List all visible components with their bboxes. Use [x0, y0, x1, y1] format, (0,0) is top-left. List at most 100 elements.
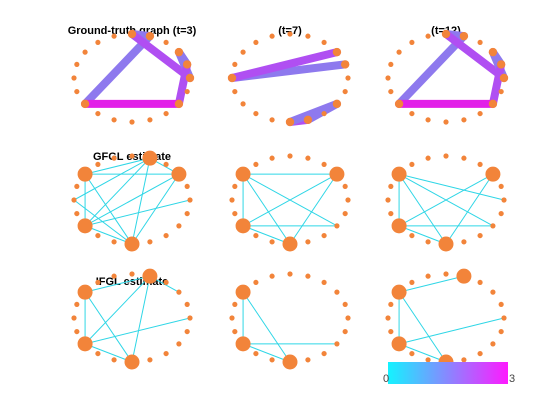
graph-node-large: [235, 336, 251, 352]
estimate-edge: [398, 173, 505, 201]
graph-node-large: [142, 268, 158, 284]
graph-node: [345, 315, 351, 321]
graph-node-large: [145, 31, 155, 41]
estimate-edge: [84, 343, 133, 363]
graph-node: [425, 155, 431, 161]
graph-node: [232, 210, 238, 217]
graph-node: [229, 315, 235, 321]
graph-node: [187, 197, 193, 203]
graph-node: [498, 328, 504, 335]
estimate-edge: [84, 157, 151, 227]
graph-node: [147, 239, 153, 245]
graph-node: [147, 357, 153, 363]
graph-node: [345, 197, 351, 203]
graph-node: [240, 49, 246, 55]
graph-node-large: [329, 166, 345, 182]
graph-node: [184, 328, 190, 335]
graph-panel-p22: [229, 153, 351, 252]
graph-node: [253, 39, 259, 46]
graph-node: [409, 279, 415, 286]
graph-node: [269, 239, 275, 245]
graph-node-large: [185, 73, 195, 83]
estimate-edge: [84, 199, 191, 227]
graph-node: [95, 110, 101, 117]
graph-node: [74, 328, 80, 335]
graph-node-large: [285, 117, 295, 127]
colorbar-tick-max: 3: [509, 373, 515, 385]
estimate-edge: [131, 173, 180, 245]
graph-node: [147, 117, 153, 123]
graph-node: [111, 155, 117, 161]
estimate-edge: [84, 173, 133, 245]
estimate-edge: [73, 199, 133, 245]
graph-node: [184, 210, 190, 217]
estimate-edge: [84, 275, 151, 293]
graph-panel-p21: [71, 150, 193, 252]
graph-node: [253, 279, 259, 286]
graph-node-large: [391, 166, 407, 182]
graph-node: [163, 350, 169, 357]
graph-node-large: [282, 236, 298, 252]
graph-node: [321, 39, 327, 46]
graph-node: [461, 239, 467, 245]
graph-node: [163, 161, 169, 168]
graph-node: [501, 315, 507, 321]
graph-node: [345, 75, 351, 81]
estimate-edge: [131, 276, 151, 363]
graph-node: [287, 271, 293, 277]
graph-node: [95, 232, 101, 239]
graph-node: [321, 161, 327, 168]
estimate-edge: [84, 157, 151, 175]
graph-panel-p31: [71, 268, 193, 370]
estimate-edge: [242, 173, 291, 245]
graph-node: [129, 153, 135, 159]
estimate-edge: [242, 291, 291, 363]
graph-node: [129, 271, 135, 277]
graph-node-large: [391, 336, 407, 352]
graph-node: [342, 88, 348, 95]
truth-edge: [286, 99, 341, 126]
graph-node: [425, 33, 431, 39]
graph-node: [232, 301, 238, 308]
graph-node: [388, 301, 394, 308]
graph-node: [409, 39, 415, 46]
graph-node: [184, 183, 190, 190]
graph-node-large: [235, 218, 251, 234]
graph-node: [477, 110, 483, 117]
graph-node: [187, 315, 193, 321]
estimate-edge: [84, 173, 180, 227]
graph-node: [396, 49, 402, 55]
graph-node-large: [488, 99, 498, 109]
graph-node: [342, 210, 348, 217]
graph-node: [490, 223, 496, 229]
graph-node: [129, 119, 135, 125]
estimate-edge: [242, 173, 338, 227]
graph-node: [388, 328, 394, 335]
graph-node: [287, 31, 293, 37]
graph-node: [269, 273, 275, 279]
graph-node: [321, 350, 327, 357]
graph-node-large: [394, 99, 404, 109]
graph-node: [334, 341, 340, 347]
truth-edge: [442, 30, 508, 82]
graph-node: [342, 328, 348, 335]
graph-node: [409, 110, 415, 117]
graph-node: [74, 183, 80, 190]
graph-panel-p32: [229, 271, 351, 370]
graph-node-large: [391, 218, 407, 234]
estimate-edge: [289, 173, 338, 245]
graph-node: [163, 232, 169, 239]
graph-node-large: [235, 166, 251, 182]
graph-node: [498, 301, 504, 308]
graph-node: [388, 210, 394, 217]
estimate-edge: [84, 317, 191, 345]
graph-node-large: [142, 150, 158, 166]
graph-node: [111, 239, 117, 245]
graph-node: [163, 110, 169, 117]
graph-node: [385, 75, 391, 81]
graph-node-large: [77, 284, 93, 300]
graph-node: [305, 33, 311, 39]
graph-node: [334, 223, 340, 229]
graph-node-large: [499, 73, 509, 83]
